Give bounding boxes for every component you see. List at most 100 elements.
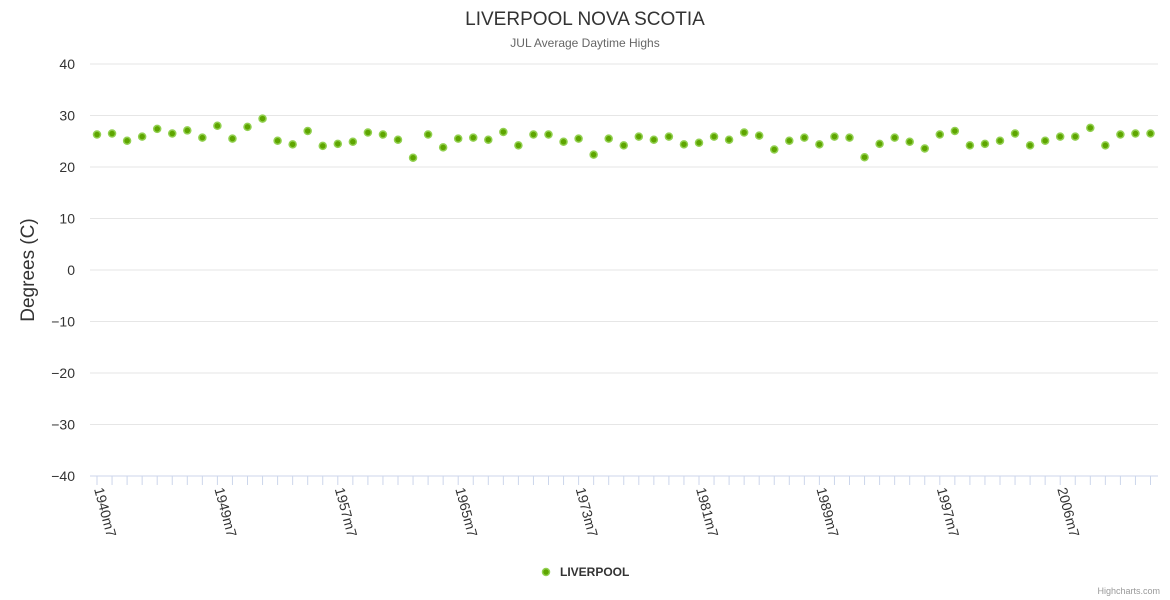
data-point[interactable] [288, 140, 297, 149]
data-point[interactable] [754, 131, 764, 140]
data-point[interactable] [619, 141, 628, 150]
data-point[interactable] [995, 136, 1005, 145]
legend[interactable]: LIVERPOOL [541, 565, 630, 579]
data-point[interactable] [845, 133, 854, 142]
grid-lines [90, 63, 1158, 425]
data-point[interactable] [770, 145, 779, 154]
data-point[interactable] [303, 126, 312, 136]
data-point[interactable] [318, 141, 327, 151]
data-point[interactable] [634, 132, 644, 141]
data-point[interactable] [469, 133, 478, 142]
data-point[interactable] [860, 152, 869, 162]
data-point[interactable] [664, 132, 674, 141]
data-point[interactable] [574, 134, 583, 143]
data-point[interactable] [107, 129, 117, 138]
data-point[interactable] [514, 141, 523, 150]
data-point[interactable] [980, 139, 990, 149]
data-point[interactable] [1131, 129, 1140, 138]
data-point[interactable] [694, 138, 704, 148]
data-point[interactable] [1025, 141, 1035, 150]
legend-marker[interactable] [541, 567, 551, 577]
data-point[interactable] [1040, 136, 1050, 145]
x-tick-label: 1949m7 [212, 486, 241, 539]
data-point[interactable] [183, 126, 192, 135]
data-point[interactable] [875, 139, 884, 149]
data-point[interactable] [935, 130, 945, 139]
x-tick-label: 2006m7 [1054, 486, 1083, 539]
data-point[interactable] [529, 130, 538, 139]
data-point[interactable] [213, 121, 222, 131]
data-point[interactable] [950, 126, 960, 136]
data-point[interactable] [559, 137, 568, 147]
y-tick-label: 20 [59, 159, 75, 175]
x-tick-label: 1973m7 [573, 486, 602, 539]
y-tick-label: −10 [51, 314, 75, 330]
data-point[interactable] [258, 114, 267, 123]
data-point[interactable] [544, 130, 553, 139]
y-tick-label: 30 [59, 108, 75, 124]
data-point[interactable] [393, 135, 403, 144]
y-tick-label: 10 [59, 211, 75, 227]
x-tick-label: 1989m7 [814, 486, 843, 539]
data-point[interactable] [1116, 130, 1125, 139]
data-point[interactable] [1086, 123, 1095, 133]
data-point[interactable] [408, 153, 418, 162]
legend-label[interactable]: LIVERPOOL [560, 565, 629, 579]
data-point[interactable] [649, 135, 659, 144]
data-point[interactable] [890, 133, 899, 142]
data-point[interactable] [122, 136, 132, 145]
data-point[interactable] [423, 130, 433, 139]
data-point[interactable] [92, 130, 102, 139]
data-point[interactable] [1101, 141, 1110, 150]
data-point[interactable] [739, 128, 749, 137]
data-point[interactable] [709, 132, 719, 141]
data-point[interactable] [243, 122, 252, 132]
data-point[interactable] [724, 135, 734, 144]
data-point[interactable] [965, 141, 975, 150]
data-point[interactable] [499, 127, 508, 137]
data-point[interactable] [333, 139, 343, 149]
data-point[interactable] [604, 134, 613, 143]
x-axis [90, 475, 1158, 485]
data-point[interactable] [830, 132, 839, 141]
data-point[interactable] [920, 144, 929, 153]
data-point[interactable] [1146, 129, 1155, 138]
x-tick-label: 1940m7 [91, 486, 120, 539]
data-point[interactable] [679, 140, 689, 149]
data-point[interactable] [905, 137, 914, 147]
data-point[interactable] [152, 124, 162, 134]
y-tick-label: −30 [51, 417, 75, 433]
y-axis-label: Degrees (C) [18, 218, 39, 321]
x-tick-label: 1997m7 [934, 486, 963, 539]
x-tick-label: 1981m7 [693, 486, 722, 539]
data-point[interactable] [363, 128, 373, 137]
x-tick-label: 1965m7 [452, 486, 481, 539]
data-point[interactable] [137, 132, 147, 141]
y-tick-label: 0 [67, 262, 75, 278]
data-point[interactable] [1010, 129, 1020, 138]
x-tick-label: 1957m7 [332, 486, 361, 539]
data-point[interactable] [800, 133, 809, 142]
data-point[interactable] [378, 130, 388, 139]
x-tick-labels: 1940m7 1949m7 1957m7 1965m7 1973m7 1981m7 1989… [91, 486, 1083, 539]
chart-title: LIVERPOOL NOVA SCOTIA [465, 9, 705, 30]
credits-link[interactable]: Highcharts.com [1097, 586, 1160, 596]
data-point[interactable] [228, 134, 237, 143]
data-point[interactable] [589, 150, 598, 159]
data-point[interactable] [453, 134, 463, 143]
data-point[interactable] [815, 140, 824, 149]
data-point[interactable] [1055, 132, 1065, 141]
y-tick-label: 40 [59, 56, 75, 72]
data-point[interactable] [1071, 132, 1080, 141]
data-point[interactable] [484, 135, 493, 144]
data-point[interactable] [198, 133, 207, 142]
data-point[interactable] [785, 136, 794, 145]
data-point[interactable] [168, 129, 177, 138]
y-tick-label: −20 [51, 365, 75, 381]
data-point[interactable] [438, 143, 448, 152]
series-liverpool[interactable] [92, 114, 1155, 162]
data-point[interactable] [348, 137, 358, 147]
data-point[interactable] [273, 136, 282, 145]
y-tick-labels: 40 30 20 10 0 −10 −20 −30 −40 [51, 56, 75, 484]
